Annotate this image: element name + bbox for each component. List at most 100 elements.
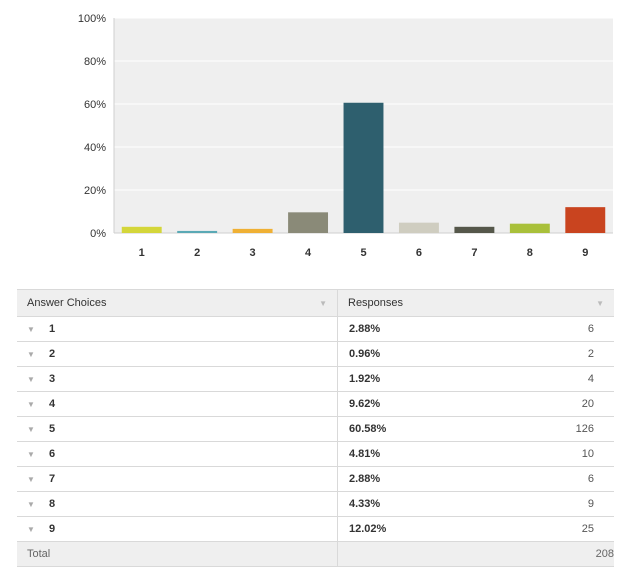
response-cell: 12.02% 25 — [337, 516, 614, 542]
answer-choice-cell: ▼ 1 — [17, 316, 338, 342]
response-count: 6 — [587, 473, 594, 485]
bar-3[interactable] — [232, 228, 273, 233]
x-tick-label: 9 — [582, 247, 588, 259]
x-tick-label: 6 — [416, 247, 422, 259]
expand-caret-icon[interactable]: ▼ — [27, 375, 35, 384]
answer-choices-header-label: Answer Choices — [27, 297, 107, 309]
x-tick-label: 3 — [250, 247, 256, 259]
response-percent: 12.02% — [349, 523, 387, 535]
bar-5[interactable] — [343, 102, 384, 234]
expand-caret-icon[interactable]: ▼ — [27, 450, 35, 459]
response-cell: 4.81% 10 — [337, 441, 614, 467]
bar-chart: 0% 20% 40% 60% 80% 100% 1 2 3 4 5 6 7 8 9 — [78, 13, 613, 259]
answer-choice-label: 2 — [49, 348, 56, 360]
expand-caret-icon[interactable]: ▼ — [27, 425, 35, 434]
total-label: Total — [17, 541, 338, 567]
answer-choice-cell: ▼ 3 — [17, 366, 338, 392]
table-row: ▼ 8 4.33% 9 — [17, 491, 614, 517]
bar-2[interactable] — [177, 230, 218, 233]
answer-choice-label: 9 — [49, 523, 56, 535]
answer-choice-cell: ▼ 7 — [17, 466, 338, 492]
bar-7[interactable] — [454, 226, 495, 233]
y-tick-label: 0% — [90, 228, 106, 240]
bar-9[interactable] — [565, 207, 606, 233]
response-count: 4 — [587, 373, 594, 385]
answer-choice-cell: ▼ 2 — [17, 341, 338, 367]
y-axis-ticks: 0% 20% 40% 60% 80% 100% — [78, 13, 106, 240]
response-count: 2 — [587, 348, 594, 360]
expand-caret-icon[interactable]: ▼ — [27, 475, 35, 484]
expand-caret-icon[interactable]: ▼ — [27, 400, 35, 409]
x-tick-label: 1 — [139, 247, 145, 259]
answer-choice-label: 1 — [49, 323, 56, 335]
total-count: 208 — [337, 541, 614, 567]
answer-choice-label: 8 — [49, 498, 56, 510]
total-row: Total 208 — [17, 541, 614, 567]
response-percent: 60.58% — [349, 423, 387, 435]
bars — [121, 102, 606, 234]
answer-choice-cell: ▼ 8 — [17, 491, 338, 517]
response-percent: 4.33% — [349, 498, 381, 510]
response-percent: 1.92% — [349, 373, 381, 385]
sort-caret-icon[interactable]: ▼ — [596, 299, 604, 308]
answer-choices-header[interactable]: Answer Choices ▼ — [17, 289, 338, 317]
responses-header[interactable]: Responses ▼ — [337, 289, 614, 317]
response-count: 10 — [581, 448, 594, 460]
answer-choice-cell: ▼ 9 — [17, 516, 338, 542]
expand-caret-icon[interactable]: ▼ — [27, 525, 35, 534]
bar-8[interactable] — [509, 223, 550, 233]
sort-caret-icon[interactable]: ▼ — [319, 299, 327, 308]
response-cell: 60.58% 126 — [337, 416, 614, 442]
table-row: ▼ 4 9.62% 20 — [17, 391, 614, 417]
table-row: ▼ 5 60.58% 126 — [17, 416, 614, 442]
y-tick-label: 40% — [84, 142, 106, 154]
response-percent: 2.88% — [349, 323, 381, 335]
expand-caret-icon[interactable]: ▼ — [27, 325, 35, 334]
responses-table: Answer Choices ▼ Responses ▼ ▼ 1 2.88% 6 ▼ 2 0… — [17, 289, 614, 567]
x-tick-label: 7 — [471, 247, 477, 259]
bar-4[interactable] — [288, 212, 329, 233]
bar-1[interactable] — [121, 226, 162, 233]
response-percent: 9.62% — [349, 398, 381, 410]
response-percent: 4.81% — [349, 448, 381, 460]
table-row: ▼ 7 2.88% 6 — [17, 466, 614, 492]
table-row: ▼ 3 1.92% 4 — [17, 366, 614, 392]
answer-choice-label: 6 — [49, 448, 56, 460]
y-tick-label: 100% — [78, 13, 106, 25]
expand-caret-icon[interactable]: ▼ — [27, 350, 35, 359]
table-header-row: Answer Choices ▼ Responses ▼ — [17, 289, 614, 317]
response-count: 126 — [575, 423, 594, 435]
response-cell: 1.92% 4 — [337, 366, 614, 392]
response-cell: 4.33% 9 — [337, 491, 614, 517]
bar-6[interactable] — [398, 222, 439, 233]
table-row: ▼ 6 4.81% 10 — [17, 441, 614, 467]
table-row: ▼ 9 12.02% 25 — [17, 516, 614, 542]
x-tick-label: 4 — [305, 247, 312, 259]
answer-choice-label: 4 — [49, 398, 56, 410]
response-count: 6 — [587, 323, 594, 335]
response-count: 9 — [587, 498, 594, 510]
answer-choice-cell: ▼ 4 — [17, 391, 338, 417]
x-axis-labels: 1 2 3 4 5 6 7 8 9 — [139, 247, 589, 259]
x-tick-label: 2 — [194, 247, 200, 259]
expand-caret-icon[interactable]: ▼ — [27, 500, 35, 509]
answer-choice-label: 7 — [49, 473, 56, 485]
x-tick-label: 8 — [527, 247, 533, 259]
y-tick-label: 80% — [84, 56, 106, 68]
answer-choice-label: 3 — [49, 373, 56, 385]
response-cell: 2.88% 6 — [337, 316, 614, 342]
x-tick-label: 5 — [360, 247, 366, 259]
response-cell: 0.96% 2 — [337, 341, 614, 367]
response-percent: 0.96% — [349, 348, 381, 360]
answer-choice-label: 5 — [49, 423, 56, 435]
table-row: ▼ 2 0.96% 2 — [17, 341, 614, 367]
table-row: ▼ 1 2.88% 6 — [17, 316, 614, 342]
y-tick-label: 20% — [84, 185, 106, 197]
y-tick-label: 60% — [84, 99, 106, 111]
response-count: 20 — [581, 398, 594, 410]
response-percent: 2.88% — [349, 473, 381, 485]
answer-choice-cell: ▼ 6 — [17, 441, 338, 467]
table-body: ▼ 1 2.88% 6 ▼ 2 0.96% 2 ▼ 3 1.92% 4 ▼ 4 9.62% 20 ▼ 5 60.58… — [17, 316, 614, 542]
response-count: 25 — [581, 523, 594, 535]
answer-choice-cell: ▼ 5 — [17, 416, 338, 442]
